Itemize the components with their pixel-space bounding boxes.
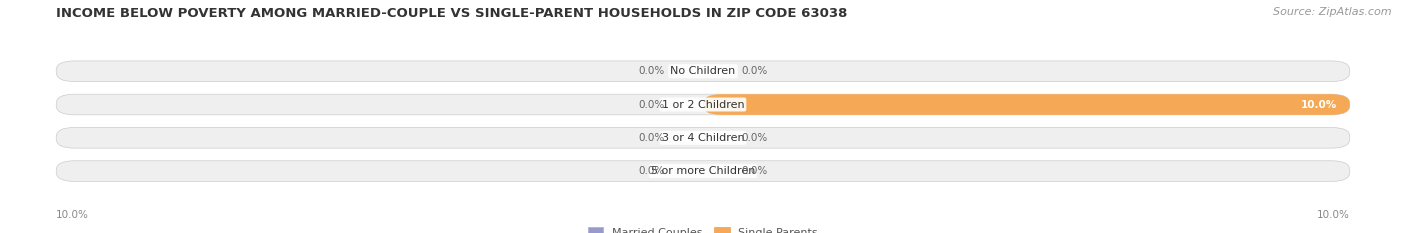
Text: 0.0%: 0.0% [742,66,768,76]
Text: No Children: No Children [671,66,735,76]
FancyBboxPatch shape [56,127,1350,148]
Text: 5 or more Children: 5 or more Children [651,166,755,176]
Text: INCOME BELOW POVERTY AMONG MARRIED-COUPLE VS SINGLE-PARENT HOUSEHOLDS IN ZIP COD: INCOME BELOW POVERTY AMONG MARRIED-COUPL… [56,7,848,20]
FancyBboxPatch shape [56,61,1350,82]
Text: 0.0%: 0.0% [742,166,768,176]
Text: 10.0%: 10.0% [1317,210,1350,220]
Legend: Married Couples, Single Parents: Married Couples, Single Parents [588,227,818,233]
Text: 0.0%: 0.0% [638,133,664,143]
FancyBboxPatch shape [56,94,1350,115]
Text: 1 or 2 Children: 1 or 2 Children [662,99,744,110]
Text: 0.0%: 0.0% [638,66,664,76]
Text: 10.0%: 10.0% [1301,99,1337,110]
Text: 3 or 4 Children: 3 or 4 Children [662,133,744,143]
Text: 0.0%: 0.0% [638,166,664,176]
Text: Source: ZipAtlas.com: Source: ZipAtlas.com [1274,7,1392,17]
FancyBboxPatch shape [703,94,1350,115]
Text: 0.0%: 0.0% [638,99,664,110]
FancyBboxPatch shape [56,161,1350,182]
Text: 10.0%: 10.0% [56,210,89,220]
Text: 0.0%: 0.0% [742,133,768,143]
